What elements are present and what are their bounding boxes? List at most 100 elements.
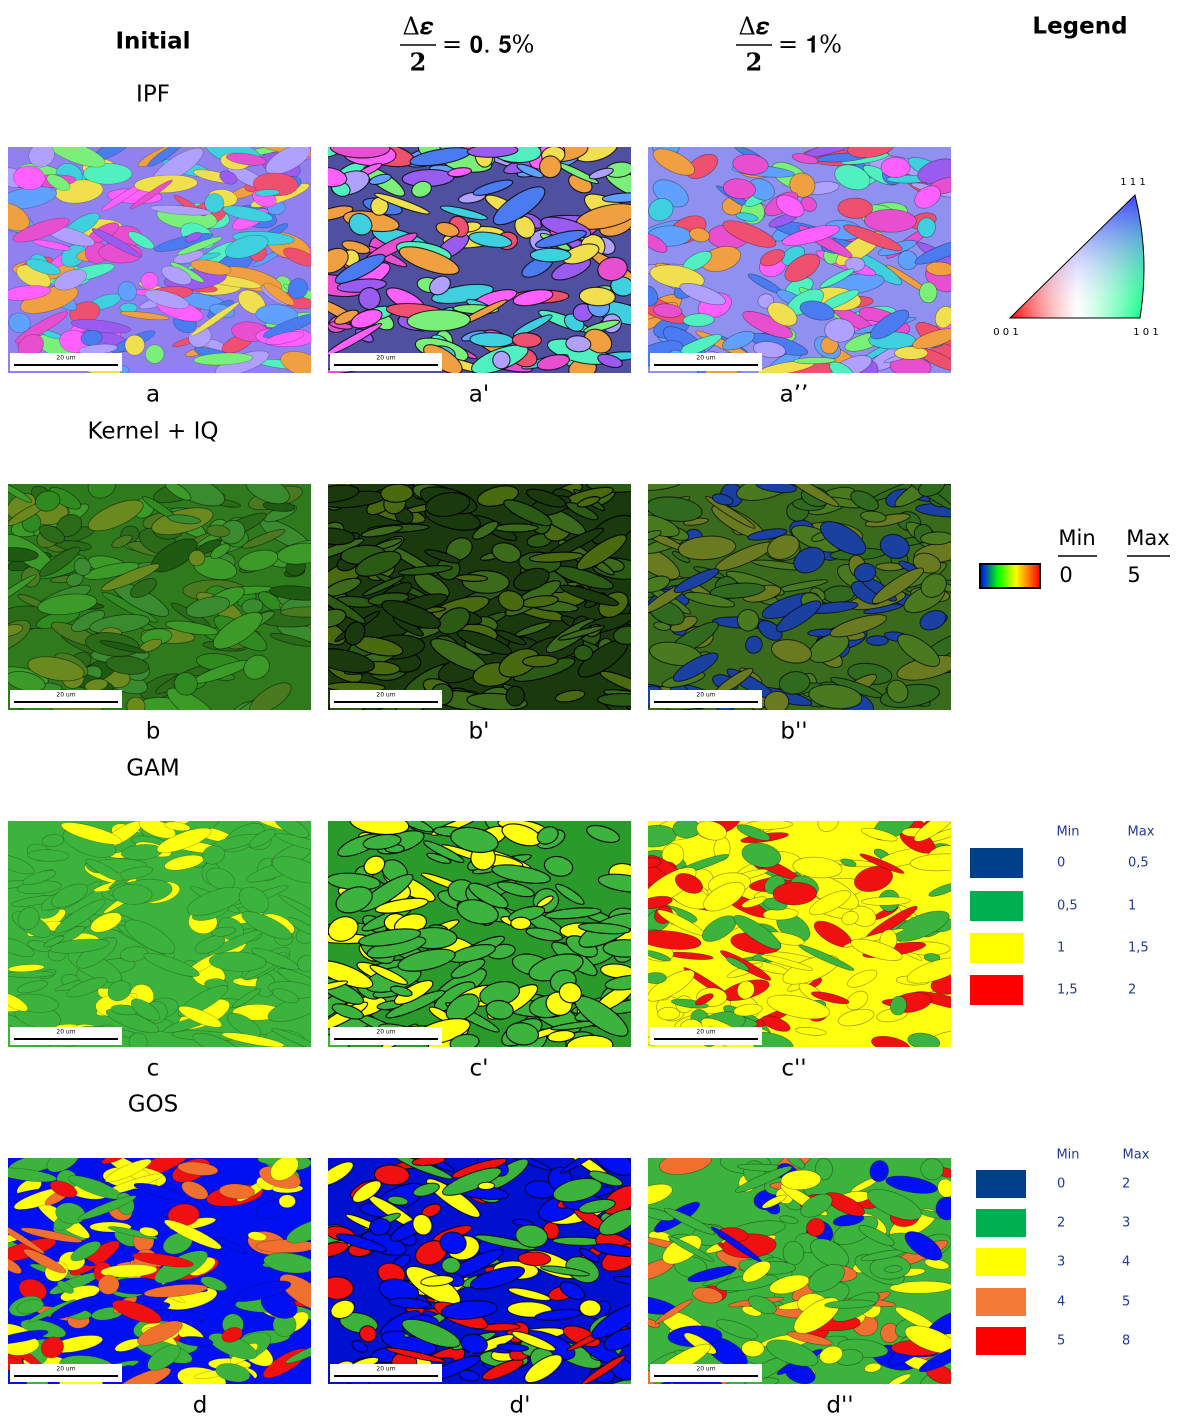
- scale-bar-bg: [10, 690, 122, 708]
- grain: [369, 964, 408, 986]
- grain: [871, 567, 925, 604]
- grain: [576, 496, 601, 508]
- legend-header: Max: [1123, 1148, 1150, 1163]
- scale-bar-bg: [650, 690, 762, 708]
- grain: [265, 331, 305, 345]
- legend-max: 0,5: [1128, 856, 1149, 871]
- scale-bar-label: 20 um: [696, 1366, 715, 1373]
- column-title: Legend: [1032, 14, 1127, 40]
- grain: [8, 484, 33, 503]
- legend-swatch: [976, 1327, 1026, 1355]
- grain: [576, 534, 627, 571]
- grain: [263, 282, 295, 306]
- grain: [334, 253, 386, 284]
- grain: [918, 484, 946, 497]
- grain: [869, 1160, 889, 1182]
- grain: [39, 546, 81, 577]
- grain: [210, 543, 231, 559]
- legend-min: 4: [1057, 1295, 1065, 1310]
- grain: [28, 147, 55, 168]
- grain: [165, 620, 219, 636]
- grain: [164, 821, 191, 832]
- grain: [798, 944, 855, 971]
- grain: [884, 1265, 903, 1273]
- grain: [140, 272, 159, 290]
- grain: [735, 212, 759, 222]
- grain: [513, 567, 550, 592]
- grain: [846, 990, 869, 1011]
- legend-max: 4: [1122, 1255, 1130, 1270]
- grain: [686, 153, 718, 179]
- grain: [107, 980, 132, 1002]
- grain: [648, 1183, 673, 1206]
- grain: [689, 227, 710, 243]
- grain: [107, 1226, 158, 1240]
- grain: [837, 197, 873, 219]
- grain: [775, 194, 805, 218]
- grain: [498, 648, 540, 678]
- grain: [8, 624, 24, 638]
- scale-bar-label: 20 um: [376, 355, 395, 362]
- grain: [233, 1280, 292, 1302]
- grain: [793, 546, 826, 574]
- grain: [133, 1182, 192, 1202]
- grain: [687, 1265, 737, 1283]
- scale-bar-bg: [10, 353, 122, 371]
- grain: [745, 635, 763, 654]
- grain: [864, 513, 911, 528]
- grain: [112, 884, 153, 905]
- ipf-corner: 0 0 1: [993, 327, 1018, 338]
- grain: [870, 309, 910, 340]
- grain: [279, 1274, 311, 1312]
- grain: [101, 1158, 127, 1164]
- grain: [124, 919, 176, 955]
- grain: [554, 689, 586, 703]
- grain: [904, 1325, 951, 1354]
- grain: [420, 1275, 455, 1287]
- grain: [129, 179, 173, 210]
- grain: [85, 858, 124, 882]
- grain: [778, 671, 811, 695]
- grain: [858, 1225, 895, 1246]
- grain: [468, 882, 509, 909]
- grain: [398, 246, 460, 275]
- grain: [679, 282, 727, 306]
- panel-label: b'': [780, 719, 807, 745]
- grain: [271, 1028, 311, 1047]
- grain: [865, 635, 889, 646]
- grain: [359, 1325, 377, 1343]
- grain: [841, 910, 859, 926]
- grain: [469, 1266, 526, 1290]
- grain: [329, 147, 391, 159]
- grain: [864, 1362, 882, 1373]
- grain: [362, 575, 405, 597]
- grain: [747, 528, 788, 541]
- micrograph: 20 um: [328, 484, 631, 710]
- grain: [130, 998, 160, 1022]
- grain: [601, 192, 631, 203]
- grain: [60, 822, 123, 845]
- grain: [879, 533, 910, 559]
- grain: [648, 930, 702, 950]
- grain: [117, 1367, 172, 1384]
- grain: [468, 231, 513, 248]
- legend-max-label: Max: [1126, 526, 1169, 550]
- grain: [455, 574, 489, 582]
- formula-numerator: Δ𝜺: [738, 13, 769, 41]
- grain: [439, 205, 488, 221]
- grain: [412, 1213, 433, 1236]
- grain: [543, 855, 574, 877]
- grain: [358, 928, 422, 947]
- panel-label: a’’: [780, 382, 809, 408]
- grain: [335, 886, 373, 914]
- grain: [786, 1331, 833, 1346]
- grain: [361, 1230, 407, 1256]
- grain: [921, 1030, 951, 1047]
- grain: [41, 834, 65, 847]
- legend-min: 0,5: [1057, 899, 1078, 914]
- grain: [763, 690, 790, 710]
- grain: [886, 679, 909, 703]
- grain: [328, 608, 347, 628]
- grain: [819, 268, 855, 289]
- grain: [935, 1196, 951, 1221]
